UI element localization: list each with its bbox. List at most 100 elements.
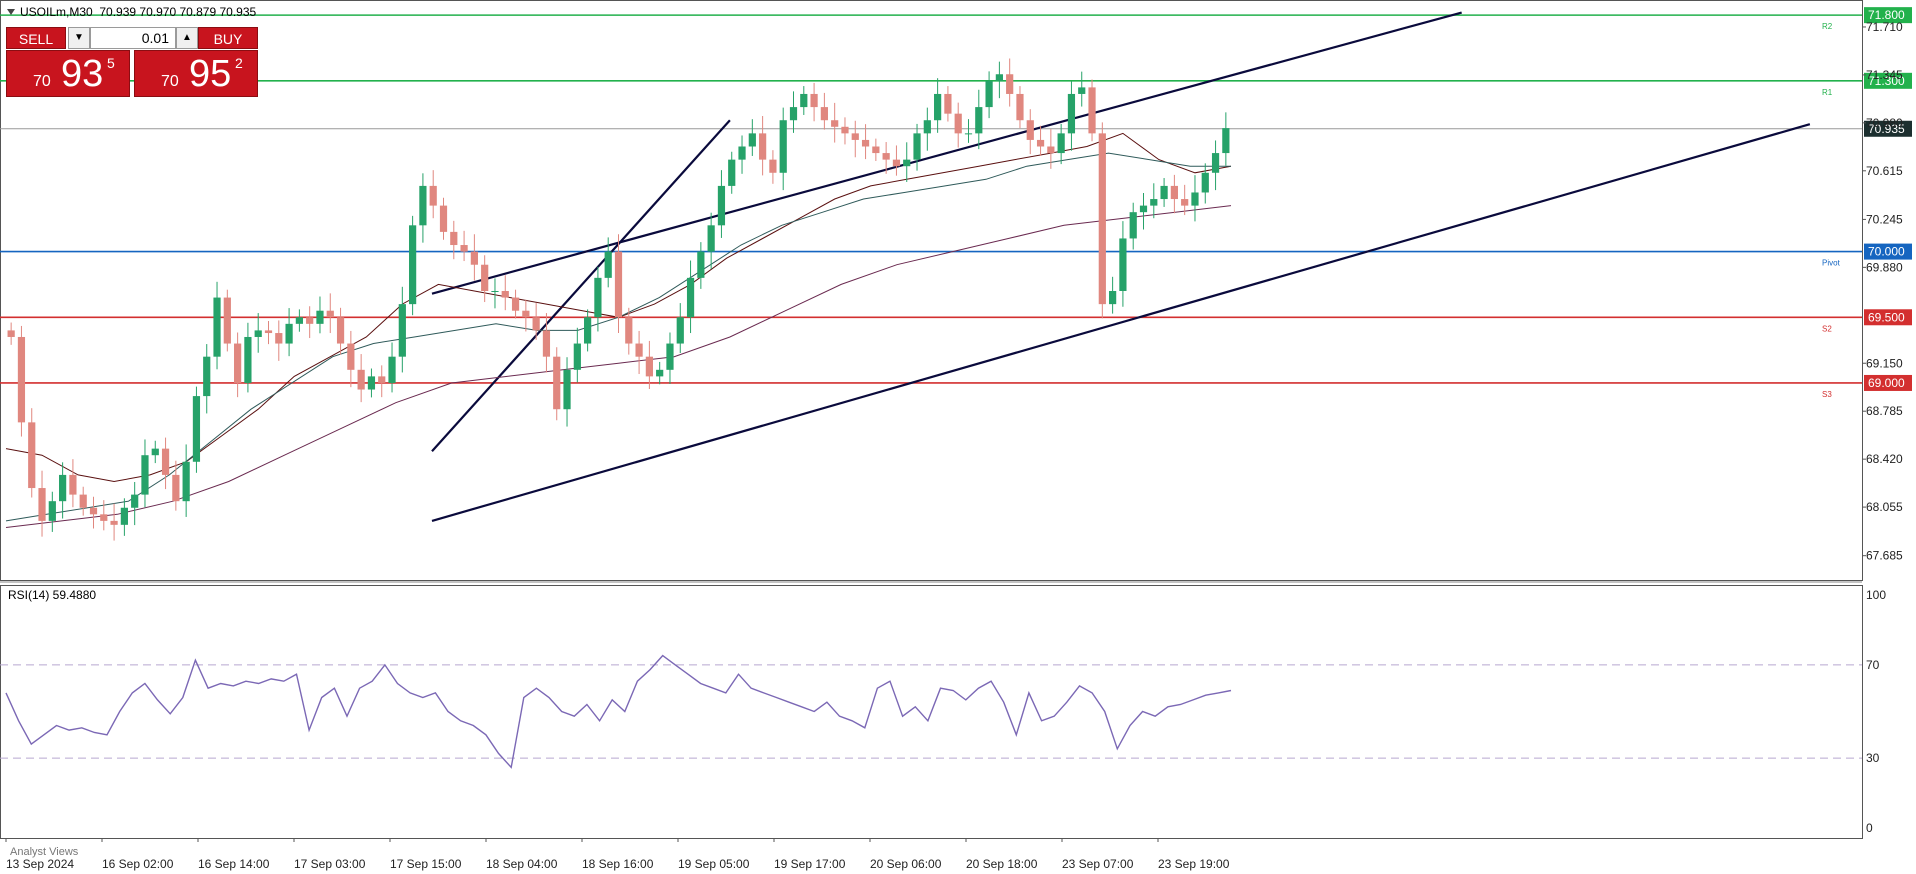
main-plot-border [0,0,1863,581]
chart-frame [0,0,1863,839]
candle-body [820,107,828,121]
candle-body [573,343,581,370]
candle-body [234,343,242,383]
moving-average-line [5,205,1232,528]
level-tag: R2 [1822,22,1833,31]
time-axis: 13 Sep 2024 16 Sep 02:00 16 Sep 14:00 17 Se… [5,838,1230,871]
candle-body [676,317,684,344]
candle-body [1201,172,1209,193]
buy-button[interactable]: BUY [198,27,258,49]
candle-body [450,231,458,246]
one-click-trading-panel: SELL ▼ ▲ BUY 70 93 5 70 95 2 [6,27,258,97]
candle-body [1088,87,1096,134]
candle-body [439,205,448,232]
trend-channel [431,11,1811,522]
candle-body [1181,199,1189,206]
level-price-box [1864,72,1912,89]
level-price-box [1864,243,1912,260]
price-tick-label: 69.150 [1866,356,1903,370]
candle-body [686,277,695,318]
level-tag: S3 [1822,390,1832,399]
candle-body [923,120,931,134]
sell-button[interactable]: SELL [6,27,66,49]
candle-body [1109,291,1117,305]
candle-body [511,297,520,311]
candle-body [1119,238,1127,291]
buy-price-prefix: 70 [161,73,179,90]
price-tick-label: 71.710 [1866,20,1903,34]
rsi-tick-label: 30 [1866,751,1880,765]
candle-body [542,330,551,357]
candle-body [501,291,509,298]
time-tick-label: 23 Sep 07:00 [1062,857,1134,871]
candle-body [738,146,746,160]
level-price-box [1864,309,1912,326]
price-tick-label: 68.055 [1866,500,1903,514]
current-price-box [1864,120,1912,137]
candle-body [491,291,499,292]
rsi-title: RSI(14) 59.4880 [8,588,97,602]
channel-line [431,123,1811,522]
candle-body [995,74,1003,81]
time-tick-label: 16 Sep 02:00 [102,857,174,871]
candle-body [604,251,612,278]
sell-price-box[interactable]: 70 93 5 [6,50,130,97]
sell-price-main: 93 [61,53,104,95]
candle-body [584,317,592,344]
level-price-label: 71.800 [1868,8,1905,22]
candle-body [378,376,386,383]
candle-body [69,474,77,495]
price-tick-label: 70.980 [1866,116,1903,130]
candle-body [336,317,345,344]
candle-body [306,317,314,324]
candle-body [748,133,756,147]
time-tick-label: 19 Sep 05:00 [678,857,750,871]
candle-body [398,304,406,357]
level-tag: S2 [1822,324,1832,333]
price-tick-label: 71.345 [1866,68,1903,82]
volume-input[interactable] [90,27,176,49]
candle-body [28,422,36,489]
time-tick-label: 19 Sep 17:00 [774,857,846,871]
candle-body [1160,185,1168,200]
candle-body [625,317,633,344]
time-tick-label: 17 Sep 03:00 [294,857,366,871]
time-tick-label: 13 Sep 2024 [6,857,74,871]
candle-body [1036,139,1045,147]
candle-body [347,343,355,370]
rsi-tick-label: 0 [1866,821,1873,835]
candle-body [409,225,417,305]
candle-body [367,376,376,390]
price-tick-label: 69.880 [1866,260,1903,274]
level-price-label: 69.500 [1868,310,1905,324]
time-tick-label: 20 Sep 06:00 [870,857,942,871]
candles [7,58,1230,541]
time-tick-label: 18 Sep 04:00 [486,857,558,871]
level-price-label: 69.000 [1868,376,1905,390]
ohlc-values: 70.939 70.970 70.879 70.935 [99,5,257,19]
candle-body [1016,93,1024,121]
level-price-box [1864,7,1912,24]
symbol-menu-icon[interactable] [7,9,15,15]
candle-body [913,133,921,160]
candle-body [275,333,283,344]
rsi-line [5,654,1232,769]
candle-body [161,448,170,475]
candle-body [903,159,911,167]
candle-body [851,133,859,140]
analyst-views-tab[interactable]: Analyst Views [10,846,79,858]
price-tick-label: 68.785 [1866,404,1903,418]
candle-body [964,133,973,135]
candle-body [48,501,56,521]
volume-decrease-button[interactable]: ▼ [68,27,90,49]
volume-increase-button[interactable]: ▲ [176,27,198,49]
candle-body [882,153,890,160]
candle-body [728,159,736,186]
candle-body [872,146,880,154]
candle-body [831,120,839,127]
buy-price-box[interactable]: 70 95 2 [134,50,258,97]
candle-body [285,323,293,344]
candle-body [954,113,962,134]
candle-body [1139,205,1148,213]
